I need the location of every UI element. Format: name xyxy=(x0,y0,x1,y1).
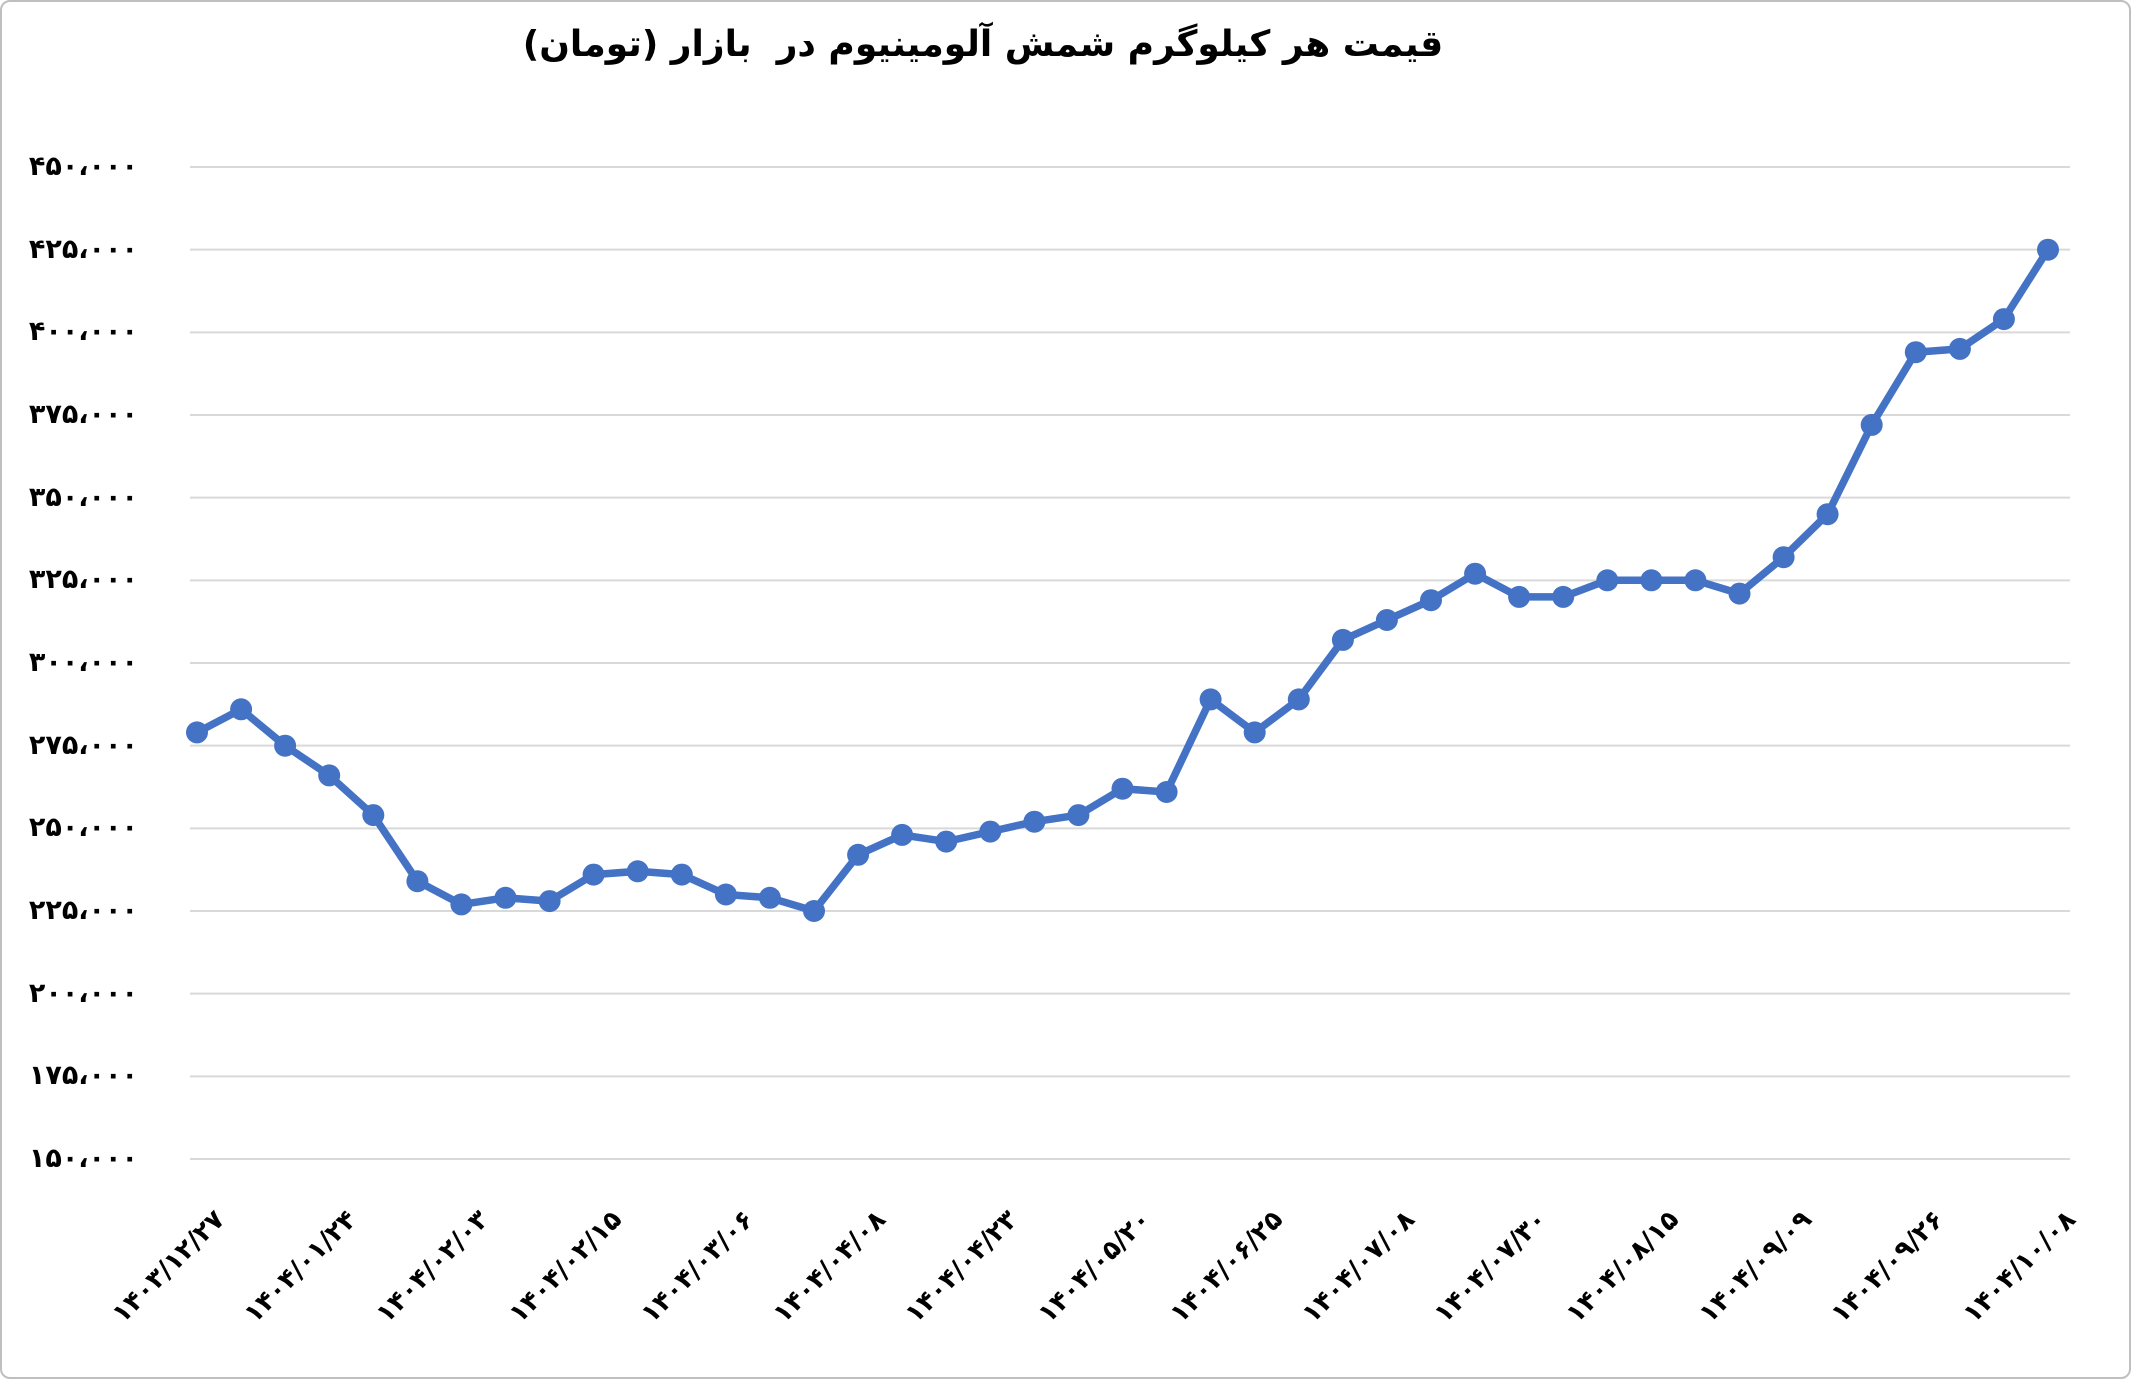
y-axis-label: ۳۵۰،۰۰۰ xyxy=(28,481,138,513)
data-point xyxy=(2037,238,2059,261)
data-point xyxy=(318,764,341,787)
data-point xyxy=(1243,721,1266,744)
data-point xyxy=(1728,582,1751,605)
data-point xyxy=(1508,585,1531,608)
data-point xyxy=(803,900,825,922)
data-point xyxy=(891,823,914,846)
data-point xyxy=(1772,546,1795,569)
data-point xyxy=(494,886,517,909)
data-point xyxy=(1287,688,1310,711)
data-point xyxy=(450,893,473,916)
data-point xyxy=(1640,569,1663,592)
data-point xyxy=(670,863,693,886)
data-point xyxy=(1375,609,1398,631)
y-axis-label: ۱۵۰،۰۰۰ xyxy=(28,1143,138,1174)
data-point xyxy=(1552,585,1575,608)
data-point xyxy=(230,698,253,721)
y-axis-label: ۲۲۵،۰۰۰ xyxy=(28,895,138,926)
data-point xyxy=(935,830,958,853)
data-point xyxy=(1904,341,1927,364)
y-axis-label: ۴۲۵،۰۰۰ xyxy=(28,233,138,265)
data-point xyxy=(1684,569,1707,592)
y-axis-label: ۳۰۰،۰۰۰ xyxy=(28,647,138,678)
data-point xyxy=(274,734,297,757)
data-point xyxy=(406,870,429,893)
data-point xyxy=(626,860,649,883)
data-point xyxy=(362,804,385,827)
y-axis-label: ۴۵۰،۰۰۰ xyxy=(28,151,138,182)
data-point xyxy=(758,886,781,909)
data-point xyxy=(1023,810,1046,833)
data-point xyxy=(847,843,870,866)
y-axis-label: ۱۷۵،۰۰۰ xyxy=(28,1060,138,1092)
data-point xyxy=(1816,503,1839,526)
y-axis-label: ۲۷۵،۰۰۰ xyxy=(28,729,138,761)
chart-title: قیمت هر کیلوگرم شمش آلومینیوم در بازار (… xyxy=(522,24,1444,65)
y-axis-label: ۲۰۰،۰۰۰ xyxy=(28,977,138,1009)
data-point xyxy=(1155,781,1178,803)
data-point-markers xyxy=(186,238,2059,922)
y-axis-label: ۳۲۵،۰۰۰ xyxy=(28,564,138,596)
data-point xyxy=(582,863,605,886)
y-axis-label: ۴۰۰،۰۰۰ xyxy=(28,316,138,348)
y-axis-label: ۳۷۵،۰۰۰ xyxy=(28,399,138,430)
data-point xyxy=(1992,308,2015,331)
data-point xyxy=(538,890,561,913)
gridlines xyxy=(190,166,2070,1160)
data-point xyxy=(979,820,1002,843)
data-point xyxy=(1464,562,1487,585)
data-point xyxy=(186,721,208,744)
y-axis-label: ۲۵۰،۰۰۰ xyxy=(28,812,138,844)
data-point xyxy=(1948,337,1971,360)
data-point xyxy=(1331,628,1354,651)
data-point xyxy=(1111,777,1134,800)
data-point xyxy=(1199,688,1222,711)
data-point xyxy=(1067,804,1090,827)
data-point xyxy=(1596,569,1619,592)
data-point xyxy=(714,883,737,906)
data-point xyxy=(1420,589,1442,612)
data-point xyxy=(1860,413,1883,436)
